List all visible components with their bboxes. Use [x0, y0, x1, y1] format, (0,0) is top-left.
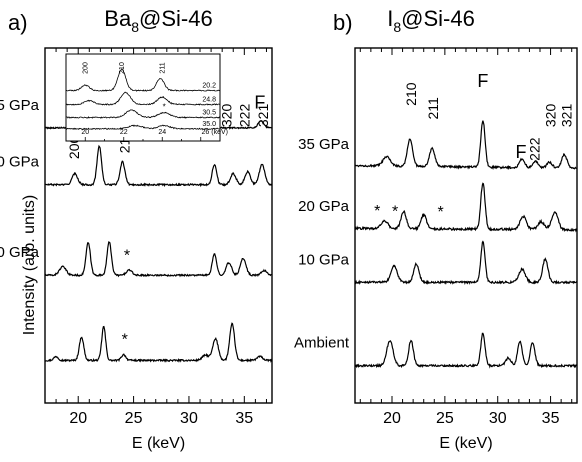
inset: 20 22 24 26 (keV) 20.2 24.8 30.5 35.0 200 210 211 * — [65, 53, 228, 142]
title-subscript: 8 — [131, 19, 139, 35]
peak-index-label: 222 — [527, 137, 543, 161]
inset-series-group — [66, 68, 220, 131]
series-label: 35 GPa — [0, 97, 40, 114]
peak-index-label: 222 — [236, 104, 252, 128]
panel-title: I8@Si-46 — [387, 6, 475, 35]
x-axis-label: E (keV) — [132, 435, 185, 452]
impurity-star: * — [124, 248, 130, 265]
panel-b: 20 25 30 35 E (keV) b) I8@Si-46 Ambient 10 GPa 20… — [294, 6, 578, 452]
inset-series-label: 30.5 — [202, 110, 216, 117]
impurity-star: * — [122, 332, 128, 349]
series-label: Ambient — [294, 335, 350, 352]
series-label: 35 GPa — [298, 136, 350, 153]
x-tick-label: 25 — [436, 410, 454, 427]
impurity-star: * — [392, 203, 398, 220]
inset-tick-label: 24 — [158, 129, 166, 136]
inset-star: * — [163, 103, 166, 112]
peak-index-label: 321 — [558, 104, 574, 128]
series-label: 20 GPa — [298, 198, 350, 215]
impurity-star: * — [438, 204, 444, 221]
fluorescence-label: F — [254, 92, 265, 112]
panel-title: Ba8@Si-46 — [104, 6, 212, 35]
x-tick-label: 30 — [489, 410, 507, 427]
x-tick-label: 20 — [383, 410, 401, 427]
panel-label: b) — [333, 10, 353, 35]
title-rest: @Si-46 — [139, 6, 213, 31]
series-line — [355, 120, 577, 171]
inset-series-line — [66, 91, 220, 106]
impurity-star: * — [374, 203, 380, 220]
series-line — [355, 240, 577, 285]
inset-series-line — [66, 68, 220, 92]
series-label: 10 GPa — [0, 244, 40, 261]
panel-label: a) — [8, 10, 28, 35]
title-base: Ba — [104, 6, 132, 31]
series-line — [45, 241, 272, 278]
y-axis-label: Intensity (arb. units) — [21, 195, 38, 336]
peak-index-label: 320 — [543, 104, 559, 128]
inset-tick-label: 26 (keV) — [202, 129, 228, 136]
peak-index-label: 210 — [403, 82, 419, 106]
inset-series-label: 24.8 — [202, 96, 216, 103]
x-tick-label: 30 — [180, 410, 198, 427]
inset-tick-label: 20 — [81, 129, 89, 136]
inset-index-label: 200 — [82, 62, 89, 74]
series-line — [355, 182, 577, 233]
series-group — [355, 120, 577, 369]
x-tick-label: 20 — [69, 410, 87, 427]
series-line — [45, 322, 272, 363]
fluorescence-label: F — [477, 71, 488, 91]
peak-index-label: 321 — [255, 104, 271, 128]
inset-tick-label: 22 — [120, 129, 128, 136]
inset-series-line — [66, 124, 220, 131]
title-base: I — [387, 6, 393, 31]
series-line — [355, 332, 577, 369]
inset-index-label: 210 — [119, 62, 126, 74]
title-rest: @Si-46 — [401, 6, 475, 31]
title-subscript: 8 — [393, 19, 401, 35]
peak-index-label: 211 — [425, 97, 441, 120]
series-label: 10 GPa — [298, 251, 350, 268]
x-axis-label: E (keV) — [439, 435, 492, 452]
x-tick-label: 25 — [125, 410, 143, 427]
peak-index-label: 320 — [219, 104, 235, 128]
x-tick-label: 35 — [235, 410, 253, 427]
series-line — [45, 144, 272, 188]
panel-a: 20 25 30 35 E (keV) a) Ba8@Si-46 * 10 GPa * 20 GPa… — [0, 6, 273, 452]
x-tick-label: 35 — [542, 410, 560, 427]
fluorescence-label: F — [515, 142, 526, 162]
inset-series-line — [66, 109, 220, 119]
inset-series-label: 35.0 — [202, 121, 216, 128]
series-label: 20 GPa — [0, 154, 40, 171]
inset-index-label: 211 — [159, 62, 166, 73]
inset-series-label: 20.2 — [202, 83, 216, 90]
plot-frame — [44, 47, 273, 404]
